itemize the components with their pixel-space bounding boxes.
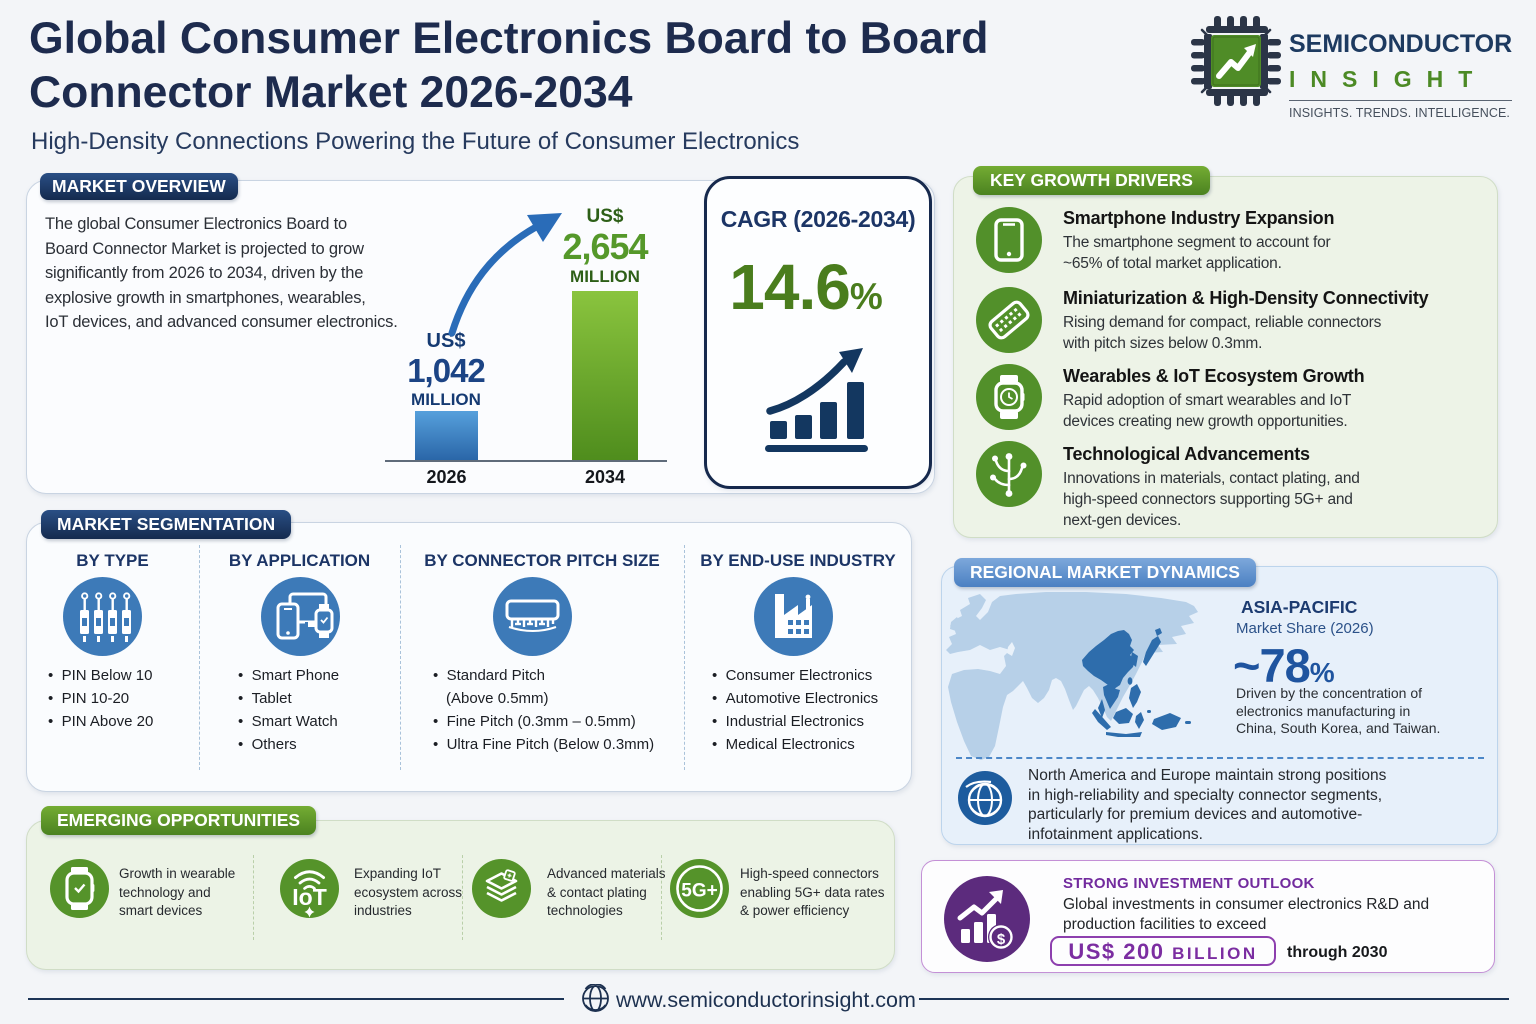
- svg-text:5G+: 5G+: [681, 881, 717, 902]
- svg-text:$: $: [997, 931, 1006, 948]
- svg-text:IoT: IoT: [292, 884, 327, 910]
